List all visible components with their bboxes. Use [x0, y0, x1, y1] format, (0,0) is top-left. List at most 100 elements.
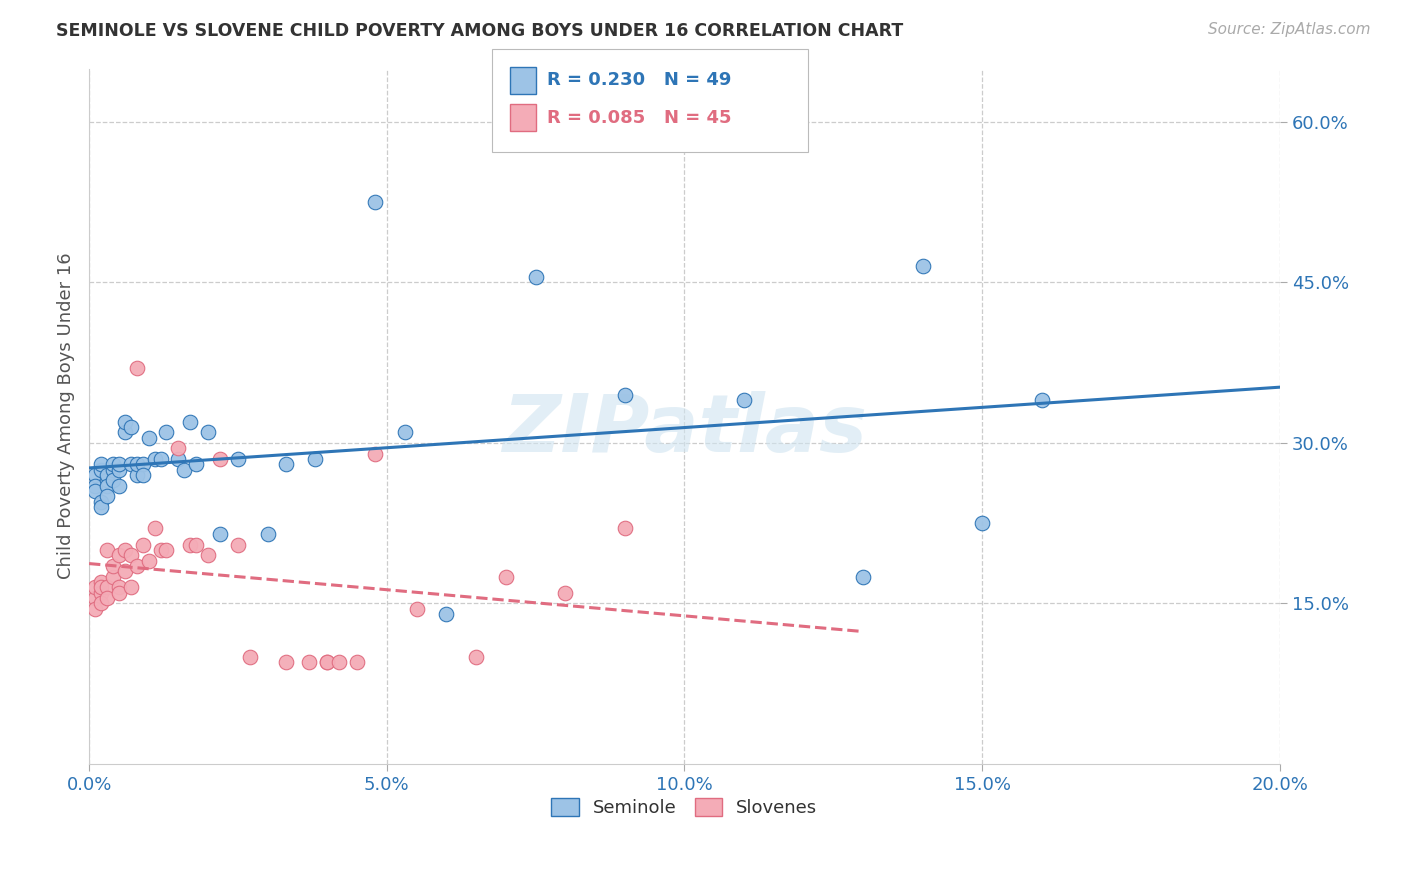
Point — [90, 585, 112, 599]
Point — [90, 580, 112, 594]
Point — [131, 468, 153, 483]
Point — [256, 526, 278, 541]
Point — [90, 574, 112, 589]
Legend: Seminole, Slovenes: Seminole, Slovenes — [544, 790, 825, 824]
Text: R = 0.085   N = 45: R = 0.085 N = 45 — [547, 109, 731, 127]
Point — [90, 500, 112, 514]
Point — [125, 558, 148, 573]
Point — [120, 580, 142, 594]
Point — [852, 569, 875, 583]
Point — [155, 542, 177, 557]
Point — [143, 521, 166, 535]
Point — [131, 458, 153, 472]
Point — [209, 452, 232, 467]
Point — [155, 425, 177, 440]
Point — [167, 452, 190, 467]
Point — [96, 479, 118, 493]
Point — [972, 516, 994, 530]
Point — [84, 484, 107, 499]
Point — [274, 458, 297, 472]
Point — [179, 537, 201, 551]
Point — [108, 580, 131, 594]
Point — [274, 655, 297, 669]
Point — [209, 526, 232, 541]
Point — [131, 537, 153, 551]
Point — [90, 494, 112, 508]
Point — [328, 655, 350, 669]
Point — [125, 468, 148, 483]
Point — [120, 458, 142, 472]
Point — [108, 479, 131, 493]
Text: SEMINOLE VS SLOVENE CHILD POVERTY AMONG BOYS UNDER 16 CORRELATION CHART: SEMINOLE VS SLOVENE CHILD POVERTY AMONG … — [56, 22, 904, 40]
Point — [298, 655, 321, 669]
Point — [239, 649, 262, 664]
Point — [96, 474, 118, 488]
Point — [304, 452, 326, 467]
Point — [84, 591, 107, 605]
Point — [465, 649, 488, 664]
Point — [613, 388, 636, 402]
Point — [524, 270, 547, 285]
Point — [186, 537, 208, 551]
Point — [96, 591, 118, 605]
Point — [316, 655, 339, 669]
Point — [186, 458, 208, 472]
Point — [733, 393, 755, 408]
Point — [495, 569, 517, 583]
Point — [114, 415, 136, 429]
Point — [138, 431, 160, 445]
Point — [120, 420, 142, 434]
Point — [108, 548, 131, 562]
Point — [84, 580, 107, 594]
Point — [120, 548, 142, 562]
Point — [554, 585, 576, 599]
Point — [179, 415, 201, 429]
Point — [149, 542, 172, 557]
Point — [84, 601, 107, 615]
Point — [197, 548, 219, 562]
Point — [101, 558, 124, 573]
Point — [108, 458, 131, 472]
Point — [96, 542, 118, 557]
Point — [90, 458, 112, 472]
Point — [108, 585, 131, 599]
Point — [90, 596, 112, 610]
Point — [114, 425, 136, 440]
Point — [346, 655, 368, 669]
Point — [101, 463, 124, 477]
Point — [138, 553, 160, 567]
Point — [405, 601, 427, 615]
Point — [197, 425, 219, 440]
Point — [911, 260, 934, 274]
Point — [125, 458, 148, 472]
Point — [226, 537, 249, 551]
Point — [101, 474, 124, 488]
Point — [84, 468, 107, 483]
Point — [125, 361, 148, 376]
Point — [96, 490, 118, 504]
Point — [149, 452, 172, 467]
Point — [90, 463, 112, 477]
Y-axis label: Child Poverty Among Boys Under 16: Child Poverty Among Boys Under 16 — [58, 252, 75, 580]
Point — [173, 463, 195, 477]
Point — [364, 447, 387, 461]
Point — [316, 655, 339, 669]
Point — [394, 425, 416, 440]
Point — [108, 463, 131, 477]
Text: R = 0.230   N = 49: R = 0.230 N = 49 — [547, 71, 731, 89]
Point — [226, 452, 249, 467]
Point — [101, 458, 124, 472]
Text: ZIPatlas: ZIPatlas — [502, 391, 868, 469]
Point — [114, 542, 136, 557]
Point — [434, 607, 457, 621]
Point — [96, 580, 118, 594]
Point — [613, 521, 636, 535]
Text: Source: ZipAtlas.com: Source: ZipAtlas.com — [1208, 22, 1371, 37]
Point — [1031, 393, 1053, 408]
Point — [364, 195, 387, 210]
Point — [114, 564, 136, 578]
Point — [101, 569, 124, 583]
Point — [143, 452, 166, 467]
Point — [167, 442, 190, 456]
Point — [84, 479, 107, 493]
